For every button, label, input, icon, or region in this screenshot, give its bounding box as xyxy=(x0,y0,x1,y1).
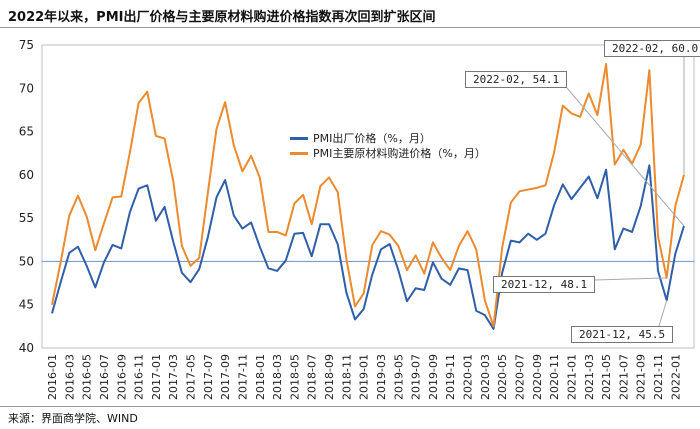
x-tick-label: 2016-01 xyxy=(46,354,59,400)
x-tick-label: 2017-09 xyxy=(219,354,232,400)
x-tick-label: 2020-09 xyxy=(531,354,544,400)
callout-2021-12-output: 2021-12, 45.5 xyxy=(571,326,674,343)
x-tick-label: 2019-05 xyxy=(392,354,405,400)
legend-label-input-price: PMI主要原材料购进价格（%，月） xyxy=(313,147,486,160)
x-tick-label: 2018-07 xyxy=(306,354,319,400)
series-line-output-price xyxy=(51,164,685,330)
x-tick-label: 2017-11 xyxy=(236,354,249,400)
legend-label-output-price: PMI出厂价格（%，月） xyxy=(313,132,431,145)
x-tick-label: 2019-11 xyxy=(444,354,457,400)
callout-2022-02-input: 2022-02, 60.0 xyxy=(604,40,700,57)
x-tick-label: 2019-01 xyxy=(358,354,371,400)
x-tick-label: 2016-03 xyxy=(63,354,76,400)
y-tick-label: 40 xyxy=(19,341,34,355)
legend: PMI出厂价格（%，月） PMI主要原材料购进价格（%，月） xyxy=(290,131,486,161)
y-tick-label: 60 xyxy=(19,168,34,182)
y-tick-label: 55 xyxy=(19,211,34,225)
legend-swatch-output-price xyxy=(290,137,308,140)
x-tick-label: 2021-05 xyxy=(600,354,613,400)
callout-2022-02-output: 2022-02, 54.1 xyxy=(465,71,568,88)
callout-2021-12-input: 2021-12, 48.1 xyxy=(493,276,596,293)
series-line-input-price xyxy=(51,63,685,328)
plot-frame xyxy=(41,44,695,349)
y-tick-label: 75 xyxy=(19,38,34,52)
x-tick-label: 2021-01 xyxy=(565,354,578,400)
x-tick-label: 2020-05 xyxy=(496,354,509,400)
chart-title: 2022年以来，PMI出厂价格与主要原材料购进价格指数再次回到扩张区间 xyxy=(8,10,436,25)
x-tick-label: 2016-05 xyxy=(81,354,94,400)
gridlines xyxy=(41,44,695,349)
x-tick-label: 2022-01 xyxy=(669,354,682,400)
x-tick-label: 2017-03 xyxy=(167,354,180,400)
y-tick-label: 65 xyxy=(19,125,34,139)
x-tick-label: 2020-03 xyxy=(479,354,492,400)
x-tick-label: 2020-07 xyxy=(514,354,527,400)
x-tick-label: 2017-01 xyxy=(150,354,163,400)
callout-leaders xyxy=(566,57,685,327)
callout-leader-line xyxy=(658,300,668,327)
x-tick-label: 2018-05 xyxy=(288,354,301,400)
x-tick-label: 2016-11 xyxy=(133,354,146,400)
callout-leader-line xyxy=(566,87,685,227)
plot-area xyxy=(51,63,685,330)
y-tick-label: 50 xyxy=(19,254,34,268)
x-tick-label: 2018-03 xyxy=(271,354,284,400)
x-tick-label: 2018-11 xyxy=(340,354,353,400)
legend-item-output-price: PMI出厂价格（%，月） xyxy=(290,131,486,146)
x-tick-label: 2021-11 xyxy=(652,354,665,400)
x-tick-label: 2020-11 xyxy=(548,354,561,400)
y-tick-label: 45 xyxy=(19,298,34,312)
x-tick-label: 2016-09 xyxy=(115,354,128,400)
callout-leader-line xyxy=(594,277,667,281)
x-tick-label: 2019-03 xyxy=(375,354,388,400)
x-tick-label: 2021-07 xyxy=(617,354,630,400)
x-tick-label: 2019-09 xyxy=(427,354,440,400)
source-note: 来源：界面商学院、WIND xyxy=(8,412,138,425)
x-tick-label: 2016-07 xyxy=(98,354,111,400)
legend-item-input-price: PMI主要原材料购进价格（%，月） xyxy=(290,146,486,161)
title-divider xyxy=(0,27,700,28)
x-tick-label: 2018-01 xyxy=(254,354,267,400)
x-tick-label: 2017-05 xyxy=(185,354,198,400)
y-axis: 40 45 50 55 60 65 70 75 xyxy=(19,38,34,355)
x-tick-label: 2021-03 xyxy=(583,354,596,400)
x-tick-label: 2018-09 xyxy=(323,354,336,400)
x-tick-label: 2017-07 xyxy=(202,354,215,400)
x-tick-label: 2021-09 xyxy=(635,354,648,400)
x-tick-label: 2019-07 xyxy=(410,354,423,400)
footer-divider xyxy=(0,406,700,407)
x-axis: 2016-01 2016-03 2016-05 2016-07 2016-09 2016-… xyxy=(46,354,682,400)
x-tick-label: 2020-01 xyxy=(462,354,475,400)
y-tick-label: 70 xyxy=(19,81,34,95)
legend-swatch-input-price xyxy=(290,152,308,155)
